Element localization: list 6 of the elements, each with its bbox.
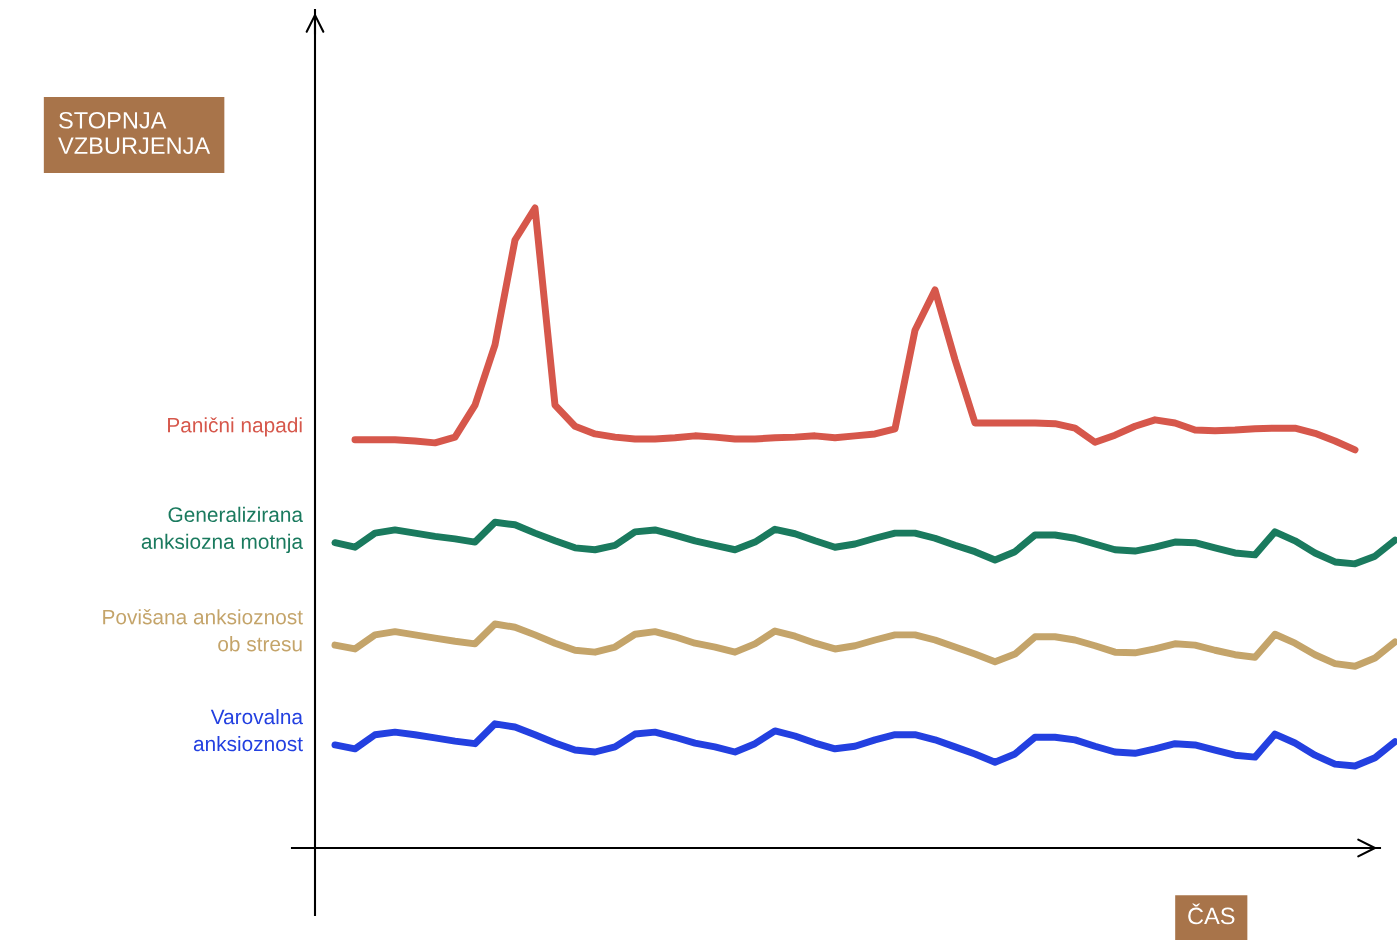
x-axis-title: ČAS [1188, 903, 1235, 925]
series-label: Generalizirana anksiozna motnja [141, 506, 304, 554]
series-label: Povišana anksioznost ob stresu [103, 609, 303, 652]
text: STOPNJA VZBURJENJA [58, 111, 211, 155]
series-label: Varovalna anksioznost [193, 708, 303, 752]
text: Panični napadi [168, 417, 302, 437]
